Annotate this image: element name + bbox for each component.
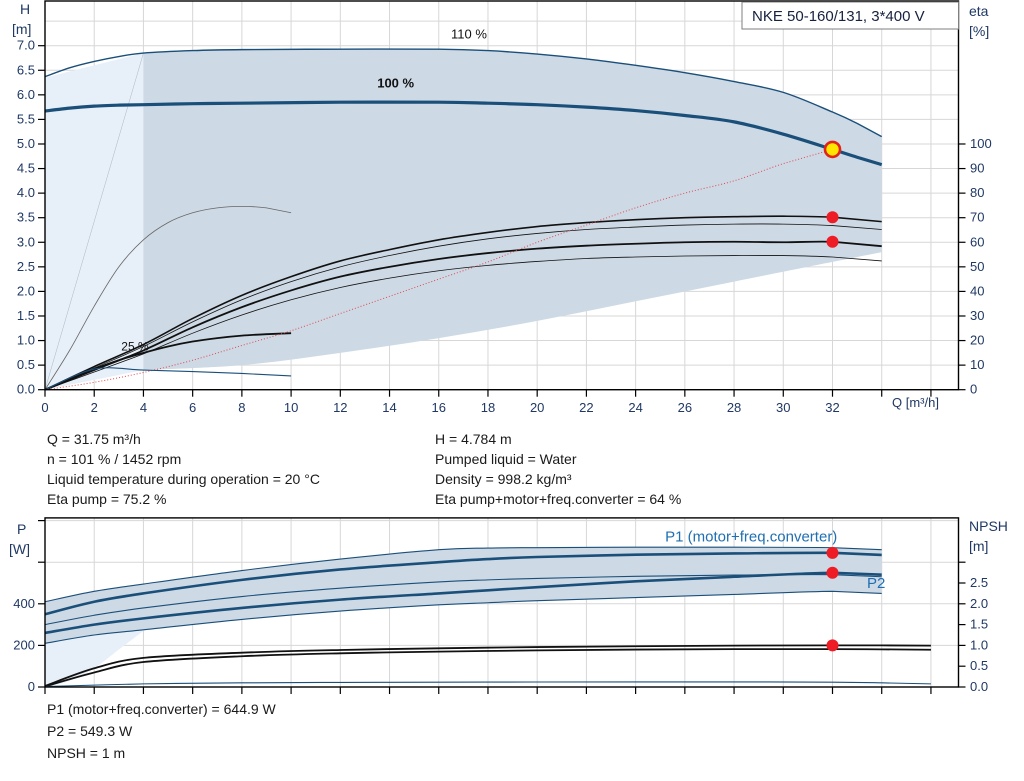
svg-text:80: 80: [970, 185, 984, 200]
svg-text:28: 28: [727, 400, 741, 415]
svg-text:[m]: [m]: [969, 538, 988, 554]
svg-text:H: H: [20, 1, 30, 17]
svg-text:1.0: 1.0: [17, 333, 35, 348]
svg-text:5.0: 5.0: [17, 136, 35, 151]
svg-text:2.0: 2.0: [17, 283, 35, 298]
svg-text:Q [m³/h]: Q [m³/h]: [892, 395, 939, 410]
svg-text:0: 0: [970, 382, 977, 397]
svg-text:Density = 998.2 kg/m³: Density = 998.2 kg/m³: [435, 471, 572, 487]
svg-text:18: 18: [481, 400, 495, 415]
svg-text:4.5: 4.5: [17, 161, 35, 176]
svg-text:H = 4.784 m: H = 4.784 m: [435, 431, 512, 447]
svg-text:NPSH: NPSH: [969, 518, 1008, 534]
svg-text:22: 22: [579, 400, 593, 415]
svg-text:8: 8: [238, 400, 245, 415]
svg-text:[W]: [W]: [9, 541, 30, 557]
svg-text:6: 6: [189, 400, 196, 415]
svg-text:20: 20: [970, 333, 984, 348]
svg-text:200: 200: [13, 637, 35, 652]
svg-text:4: 4: [140, 400, 147, 415]
svg-text:400: 400: [13, 596, 35, 611]
svg-text:0.0: 0.0: [970, 679, 988, 694]
svg-text:NKE 50-160/131, 3*400 V: NKE 50-160/131, 3*400 V: [752, 8, 925, 25]
svg-text:P: P: [17, 521, 26, 537]
svg-text:1.5: 1.5: [970, 617, 988, 632]
svg-text:32: 32: [825, 400, 839, 415]
svg-text:110 %: 110 %: [451, 26, 487, 41]
svg-text:n = 101 % / 1452 rpm: n = 101 % / 1452 rpm: [47, 451, 181, 467]
svg-text:1.0: 1.0: [970, 637, 988, 652]
svg-text:5.5: 5.5: [17, 111, 35, 126]
svg-text:6.5: 6.5: [17, 62, 35, 77]
svg-text:Eta pump = 75.2 %: Eta pump = 75.2 %: [47, 491, 166, 507]
svg-text:30: 30: [970, 308, 984, 323]
svg-text:20: 20: [530, 400, 544, 415]
svg-text:1.5: 1.5: [17, 308, 35, 323]
svg-text:0.5: 0.5: [970, 658, 988, 673]
svg-text:P2: P2: [867, 575, 885, 592]
svg-text:0: 0: [28, 679, 35, 694]
svg-text:eta: eta: [969, 3, 989, 19]
svg-text:4.0: 4.0: [17, 185, 35, 200]
svg-text:10: 10: [970, 357, 984, 372]
svg-text:P2 = 549.3 W: P2 = 549.3 W: [47, 723, 133, 739]
svg-text:Liquid temperature during oper: Liquid temperature during operation = 20…: [47, 471, 320, 487]
svg-text:30: 30: [776, 400, 790, 415]
svg-text:6.0: 6.0: [17, 87, 35, 102]
svg-text:3.0: 3.0: [17, 234, 35, 249]
svg-text:7.0: 7.0: [17, 38, 35, 53]
svg-text:100: 100: [970, 136, 992, 151]
svg-text:0: 0: [41, 400, 48, 415]
svg-text:100 %: 100 %: [377, 75, 414, 90]
svg-text:Eta pump+motor+freq.converter: Eta pump+motor+freq.converter = 64 %: [435, 491, 681, 507]
svg-text:90: 90: [970, 161, 984, 176]
svg-text:2.5: 2.5: [970, 575, 988, 590]
svg-text:2.0: 2.0: [970, 596, 988, 611]
svg-text:25 %: 25 %: [121, 339, 149, 353]
svg-text:14: 14: [382, 400, 396, 415]
svg-text:P1 (motor+freq.converter) = 64: P1 (motor+freq.converter) = 644.9 W: [47, 701, 277, 717]
svg-text:10: 10: [284, 400, 298, 415]
svg-text:70: 70: [970, 210, 984, 225]
svg-text:40: 40: [970, 283, 984, 298]
svg-text:[m]: [m]: [12, 21, 31, 37]
svg-text:50: 50: [970, 259, 984, 274]
svg-text:0.5: 0.5: [17, 357, 35, 372]
svg-text:2.5: 2.5: [17, 259, 35, 274]
svg-text:26: 26: [678, 400, 692, 415]
svg-text:0.0: 0.0: [17, 382, 35, 397]
svg-text:Q = 31.75 m³/h: Q = 31.75 m³/h: [47, 431, 141, 447]
svg-text:24: 24: [628, 400, 642, 415]
svg-text:NPSH = 1 m: NPSH = 1 m: [47, 745, 125, 761]
svg-text:2: 2: [91, 400, 98, 415]
svg-text:12: 12: [333, 400, 347, 415]
svg-text:P1 (motor+freq.converter): P1 (motor+freq.converter): [665, 528, 837, 545]
svg-text:Pumped liquid = Water: Pumped liquid = Water: [435, 451, 577, 467]
svg-text:3.5: 3.5: [17, 210, 35, 225]
svg-text:[%]: [%]: [969, 23, 989, 39]
svg-text:16: 16: [432, 400, 446, 415]
svg-text:60: 60: [970, 234, 984, 249]
